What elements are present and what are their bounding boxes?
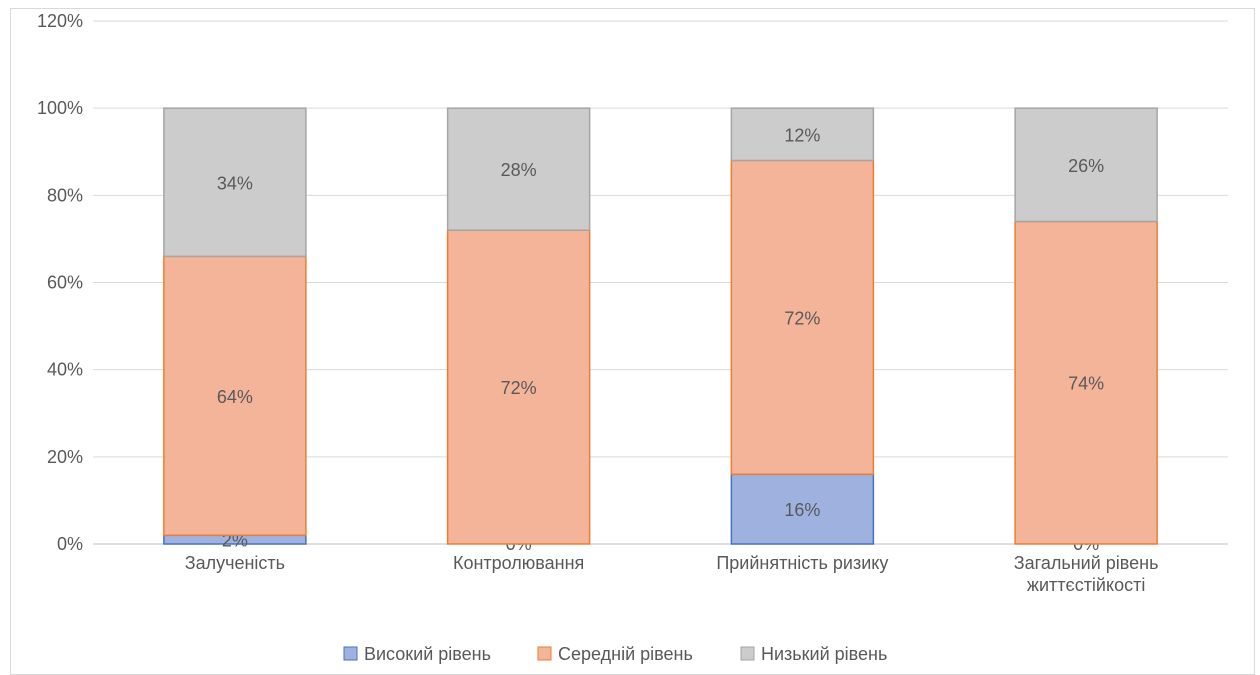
data-label: 34% bbox=[217, 173, 253, 193]
legend-swatch bbox=[343, 646, 358, 661]
category-label: Контролювання bbox=[453, 553, 584, 573]
legend-label: Високий рівень bbox=[364, 644, 491, 664]
bar-segment bbox=[730, 473, 875, 545]
data-label: 26% bbox=[1068, 156, 1104, 176]
bar-segment bbox=[1014, 220, 1158, 545]
y-tick-label: 60% bbox=[47, 273, 83, 293]
data-label: 74% bbox=[1068, 374, 1104, 394]
y-tick-label: 120% bbox=[37, 11, 83, 31]
legend-label: Низький рівень bbox=[761, 644, 887, 664]
data-label: 72% bbox=[784, 308, 820, 328]
y-tick-label: 80% bbox=[47, 185, 83, 205]
data-label: 12% bbox=[784, 125, 820, 145]
data-label: 16% bbox=[784, 500, 820, 520]
bar-segment bbox=[730, 159, 875, 476]
legend-swatch bbox=[537, 646, 552, 661]
data-label: 64% bbox=[217, 387, 253, 407]
data-label: 72% bbox=[501, 378, 537, 398]
bar-segment bbox=[446, 107, 591, 231]
data-label: 28% bbox=[501, 160, 537, 180]
bar-segment bbox=[730, 107, 875, 162]
y-tick-label: 100% bbox=[37, 98, 83, 118]
category-label: життєстійкості bbox=[1027, 575, 1145, 595]
category-label: Прийнятність ризику bbox=[716, 553, 888, 573]
bar-segment bbox=[163, 255, 307, 537]
bar-segment bbox=[1014, 107, 1158, 223]
legend-swatch bbox=[740, 646, 755, 661]
category-label: Загальний рівень bbox=[1014, 553, 1159, 573]
y-tick-label: 40% bbox=[47, 360, 83, 380]
legend-label: Середній рівень bbox=[558, 644, 693, 664]
bar-segment bbox=[163, 107, 307, 258]
y-tick-label: 20% bbox=[47, 447, 83, 467]
category-label: Залученість bbox=[185, 553, 285, 573]
y-tick-label: 0% bbox=[57, 534, 83, 554]
